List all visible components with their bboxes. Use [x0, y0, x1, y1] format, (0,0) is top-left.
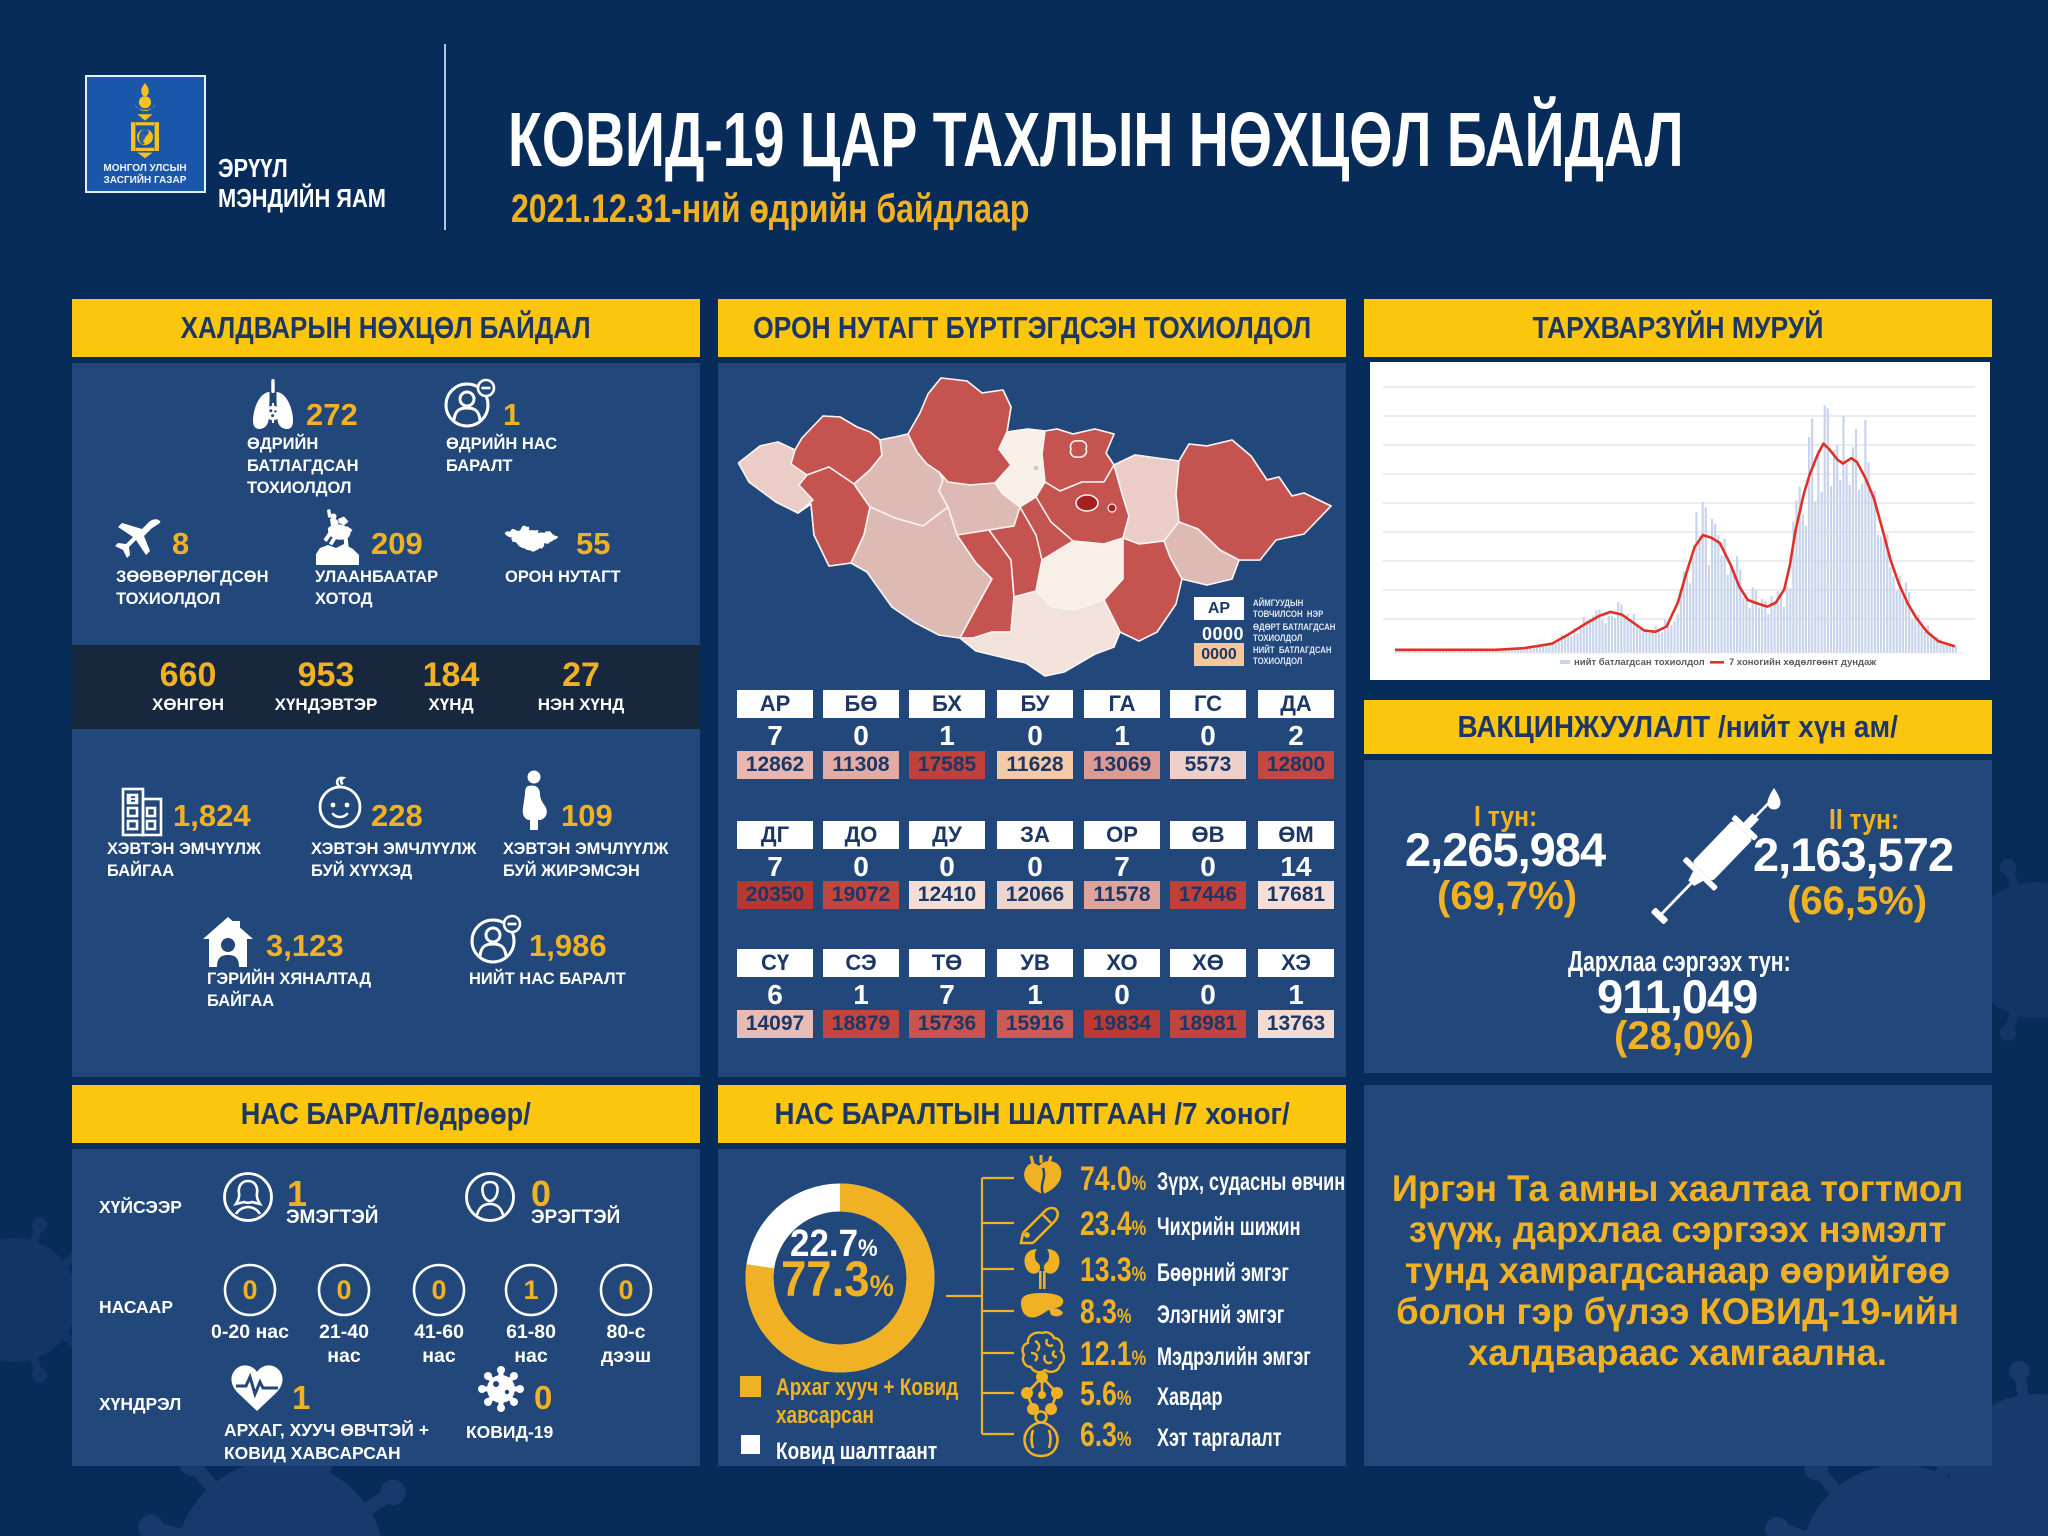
svg-text:нийт батлагдсан тохиолдол: нийт батлагдсан тохиолдол — [1574, 657, 1705, 668]
svg-text:МОНГОЛ УЛСЫН: МОНГОЛ УЛСЫН — [103, 163, 186, 174]
svg-text:7 хоногийн хөдөлгөөнт дундаж: 7 хоногийн хөдөлгөөнт дундаж — [1729, 657, 1876, 668]
svg-text:ЗАСГИЙН ГАЗАР: ЗАСГИЙН ГАЗАР — [104, 173, 187, 186]
